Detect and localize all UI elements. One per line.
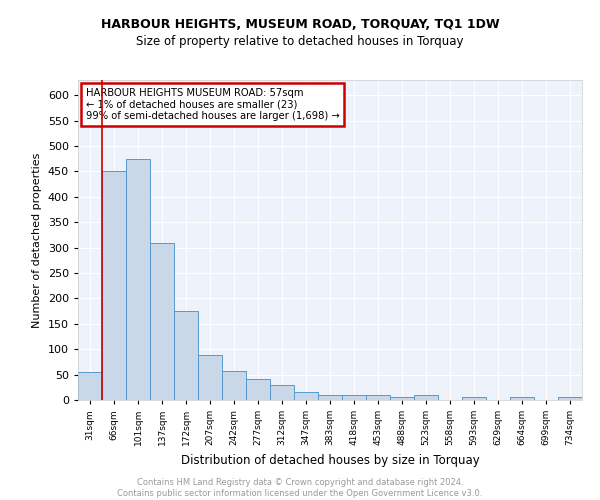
Bar <box>462 398 486 400</box>
Bar <box>102 172 126 400</box>
Bar <box>78 372 102 400</box>
Bar <box>510 398 534 400</box>
Bar <box>198 356 222 400</box>
Bar <box>246 378 270 400</box>
Text: Contains HM Land Registry data © Crown copyright and database right 2024.
Contai: Contains HM Land Registry data © Crown c… <box>118 478 482 498</box>
X-axis label: Distribution of detached houses by size in Torquay: Distribution of detached houses by size … <box>181 454 479 466</box>
Bar <box>294 392 318 400</box>
Bar <box>270 385 294 400</box>
Bar <box>366 395 390 400</box>
Bar <box>126 158 150 400</box>
Bar <box>558 398 582 400</box>
Bar <box>150 242 174 400</box>
Bar <box>342 395 366 400</box>
Text: Size of property relative to detached houses in Torquay: Size of property relative to detached ho… <box>136 35 464 48</box>
Text: HARBOUR HEIGHTS, MUSEUM ROAD, TORQUAY, TQ1 1DW: HARBOUR HEIGHTS, MUSEUM ROAD, TORQUAY, T… <box>101 18 499 30</box>
Bar <box>414 395 438 400</box>
Bar <box>390 398 414 400</box>
Bar <box>174 311 198 400</box>
Text: HARBOUR HEIGHTS MUSEUM ROAD: 57sqm
← 1% of detached houses are smaller (23)
99% : HARBOUR HEIGHTS MUSEUM ROAD: 57sqm ← 1% … <box>86 88 340 121</box>
Y-axis label: Number of detached properties: Number of detached properties <box>32 152 42 328</box>
Bar <box>318 395 342 400</box>
Bar <box>222 370 246 400</box>
